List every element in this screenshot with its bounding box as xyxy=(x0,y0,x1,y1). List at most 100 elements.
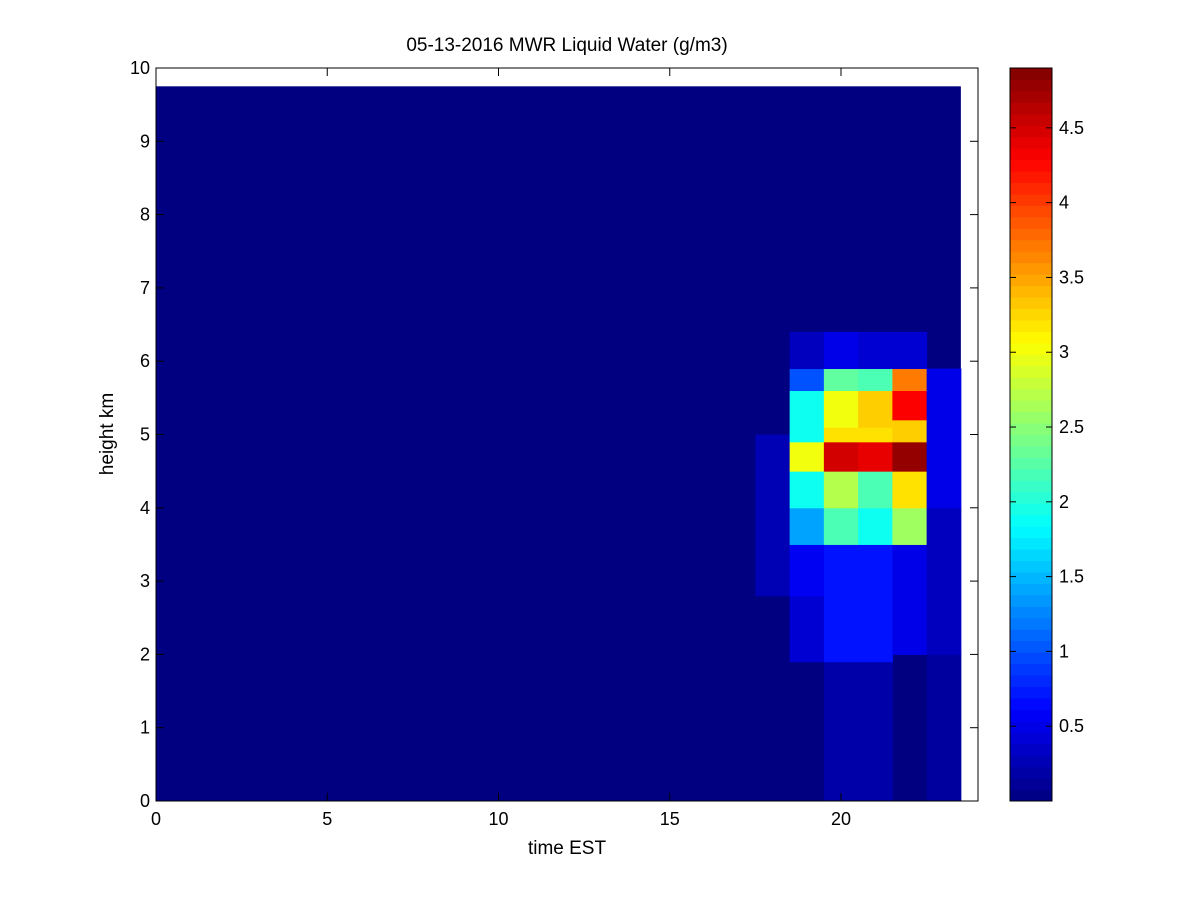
heatmap-cell xyxy=(892,507,928,545)
heatmap-cell xyxy=(892,544,928,655)
colorbar-tick-label: 1.5 xyxy=(1059,567,1084,587)
colorbar-band xyxy=(1010,583,1052,596)
colorbar-band xyxy=(1010,171,1052,184)
colorbar-band xyxy=(1010,468,1052,481)
colorbar-tick-label: 0.5 xyxy=(1059,716,1084,736)
heatmap-cell xyxy=(823,390,859,428)
colorbar-band xyxy=(1010,79,1052,92)
y-tick-label: 7 xyxy=(140,278,150,298)
colorbar: 0.5 1 1.5 2 2.5 3 3.5 4 4.5 xyxy=(1009,67,1084,802)
y-tick-label: 0 xyxy=(140,791,150,811)
colorbar-band xyxy=(1010,537,1052,550)
colorbar-band xyxy=(1010,766,1052,779)
colorbar-band xyxy=(1010,480,1052,493)
colorbar-band xyxy=(1010,159,1052,172)
heatmap-cell xyxy=(858,331,893,370)
colorbar-band xyxy=(1010,331,1052,344)
heatmap-cell xyxy=(823,441,859,472)
colorbar-band xyxy=(1010,652,1052,665)
colorbar-band xyxy=(1010,503,1052,516)
colorbar-band xyxy=(1010,388,1052,401)
colorbar-band xyxy=(1010,423,1052,435)
colorbar-band xyxy=(1010,457,1052,470)
heatmap-cell xyxy=(823,427,859,443)
heatmap-cell xyxy=(858,471,893,509)
colorbar-band xyxy=(1010,251,1052,264)
colorbar-band xyxy=(1010,262,1052,275)
colorbar-band xyxy=(1010,342,1052,355)
heatmap-cell xyxy=(789,471,825,509)
x-tick-label: 10 xyxy=(488,809,508,829)
colorbar-band xyxy=(1010,182,1052,195)
y-tick-label: 8 xyxy=(140,205,150,225)
heatmap-cell xyxy=(892,368,928,392)
colorbar-band xyxy=(1010,113,1052,126)
colorbar-tick-label: 3.5 xyxy=(1059,267,1084,287)
colorbar-band xyxy=(1010,228,1052,241)
colorbar-band xyxy=(1010,549,1052,561)
colorbar-band xyxy=(1010,285,1052,298)
colorbar-band xyxy=(1010,663,1052,676)
colorbar-band xyxy=(1010,606,1052,619)
heatmap-cell xyxy=(789,390,825,443)
y-tick-label: 2 xyxy=(140,644,150,664)
heatmap-cell xyxy=(789,441,825,472)
y-axis: 0 1 2 3 4 5 6 7 8 9 10 xyxy=(130,58,978,811)
y-tick-label: 10 xyxy=(130,58,150,78)
heatmap-cell xyxy=(892,471,928,509)
heatmap-cell xyxy=(926,507,962,655)
colorbar-band xyxy=(1010,400,1052,413)
y-tick-label: 9 xyxy=(140,131,150,151)
colorbar-tick-label: 4.5 xyxy=(1059,118,1084,138)
colorbar-band xyxy=(1010,697,1052,710)
colorbar-band xyxy=(1010,274,1052,287)
heatmap-cell xyxy=(823,544,859,663)
colorbar-band xyxy=(1010,560,1052,573)
colorbar-band xyxy=(1010,205,1052,218)
colorbar-band xyxy=(1010,629,1052,642)
heatmap-cell xyxy=(789,368,825,392)
colorbar-band xyxy=(1010,319,1052,332)
x-tick-label: 20 xyxy=(831,809,851,829)
colorbar-frame xyxy=(1009,67,1053,802)
colorbar-band xyxy=(1010,102,1052,115)
colorbar-tick-label: 2.5 xyxy=(1059,417,1084,437)
colorbar-band xyxy=(1010,514,1052,527)
heatmap-cell xyxy=(858,390,893,428)
heatmap-cell xyxy=(858,427,893,443)
y-tick-label: 3 xyxy=(140,571,150,591)
colorbar-band xyxy=(1010,732,1052,745)
colorbar-band xyxy=(1010,755,1052,768)
colorbar-band xyxy=(1010,90,1052,103)
heatmap-cell xyxy=(823,661,859,801)
colorbar-tick-label: 1 xyxy=(1059,641,1069,661)
colorbar-tick-label: 2 xyxy=(1059,492,1069,512)
y-tick-label: 5 xyxy=(140,425,150,445)
heatmap-cell xyxy=(858,661,893,801)
heatmap-cell xyxy=(823,507,859,545)
colorbar-band xyxy=(1010,617,1052,630)
colorbar-band xyxy=(1010,445,1052,458)
colorbar-band xyxy=(1010,789,1052,802)
y-tick-label: 4 xyxy=(140,498,150,518)
x-tick-label: 0 xyxy=(151,809,161,829)
heatmap-cell xyxy=(892,441,928,472)
y-axis-label: height km xyxy=(97,393,118,475)
x-axis: 0 5 10 15 20 xyxy=(151,68,851,829)
heatmap-cell xyxy=(823,368,859,392)
colorbar-band xyxy=(1010,709,1052,722)
colorbar-bands xyxy=(1010,68,1052,802)
heatmap-cell xyxy=(926,654,962,801)
y-tick-label: 6 xyxy=(140,351,150,371)
chart-title: 05-13-2016 MWR Liquid Water (g/m3) xyxy=(406,35,727,56)
heatmap-cell xyxy=(823,471,859,509)
colorbar-band xyxy=(1010,720,1052,733)
colorbar-band xyxy=(1010,354,1052,367)
x-tick-label: 15 xyxy=(660,809,680,829)
plot-area: 0 5 10 15 20 0 1 2 3 4 5 6 7 8 9 10 xyxy=(130,58,979,829)
colorbar-band xyxy=(1010,297,1052,310)
heatmap-cell xyxy=(789,595,825,663)
colorbar-band xyxy=(1010,411,1052,424)
heatmap-cell xyxy=(892,331,928,370)
